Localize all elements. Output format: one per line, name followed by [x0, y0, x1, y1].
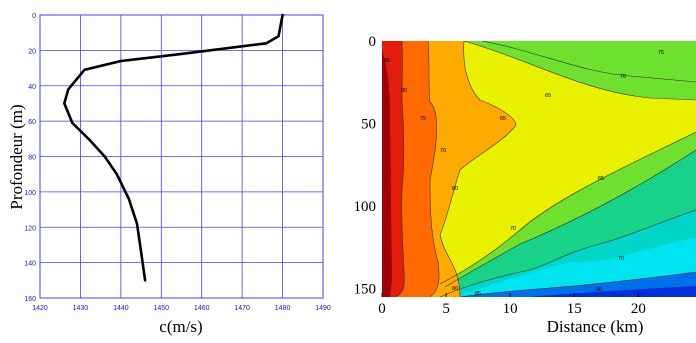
profile-x-tick-label: 1490 — [315, 305, 331, 312]
profile-x-tick-label: 1430 — [73, 305, 89, 312]
contour-label: 65 — [598, 176, 604, 182]
contour-label: 70 — [510, 226, 516, 232]
contour-y-tick-label: 50 — [361, 117, 376, 133]
contour-x-tick-label: 20 — [631, 301, 646, 317]
profile-x-tick-label: 1460 — [194, 305, 210, 312]
profile-y-tick-label: 120 — [24, 225, 36, 232]
contour-label: 75 — [420, 116, 426, 122]
contour-y-tick-label: 150 — [354, 282, 377, 298]
profile-x-tick-label: 1480 — [275, 305, 291, 312]
contour-x-tick-label: 10 — [503, 301, 518, 317]
contour-y-tick-label: 100 — [354, 199, 377, 215]
contour-label: 65 — [500, 116, 506, 122]
contour-label: 60 — [452, 186, 458, 192]
contour-x-tick-label: 15 — [567, 301, 582, 317]
contour-label: 80 — [452, 286, 458, 292]
contour-chart: 85 80 75 70 65 60 65 70 75 65 70 70 80 8… — [354, 34, 696, 336]
profile-y-axis-label: Profondeur (m) — [7, 104, 26, 209]
profile-y-tick-label: 100 — [24, 190, 36, 197]
profile-y-tick-label: 80 — [28, 155, 36, 162]
profile-y-tick-label: 20 — [28, 48, 36, 55]
contour-label: 85 — [384, 58, 390, 64]
contour-x-tick-label: 0 — [378, 301, 386, 317]
profile-x-tick-label: 1450 — [153, 305, 169, 312]
contour-label: 70 — [618, 256, 624, 262]
profile-y-tick-label: 160 — [24, 296, 36, 303]
contour-label: 70 — [440, 148, 446, 154]
contour-label: 70 — [620, 74, 626, 80]
profile-x-tick-label: 1420 — [32, 305, 48, 312]
profile-y-tick-label: 60 — [28, 119, 36, 126]
contour-x-tick-label: 5 — [442, 301, 450, 317]
profile-x-ticks: 1420 1430 1440 1450 1460 1470 1480 1490 — [32, 305, 331, 312]
profile-y-tick-label: 0 — [32, 13, 36, 20]
contour-label: 65 — [545, 93, 551, 99]
contour-label: 75 — [658, 50, 664, 56]
profile-chart: 1420 1430 1440 1450 1460 1470 1480 1490 0 20 40 60… — [7, 13, 331, 336]
profile-x-tick-label: 1470 — [234, 305, 250, 312]
contour-label: 80 — [401, 88, 407, 94]
contour-label: 85 — [475, 291, 481, 297]
profile-x-tick-label: 1440 — [113, 305, 129, 312]
profile-y-ticks: 0 20 40 60 80 100 120 140 160 — [24, 13, 36, 303]
profile-y-tick-label: 40 — [28, 84, 36, 91]
profile-y-tick-label: 140 — [24, 261, 36, 268]
contour-y-tick-label: 0 — [369, 34, 377, 50]
contour-x-axis-label: Distance (km) — [547, 317, 644, 336]
contour-y-ticks: 0 50 100 150 — [354, 34, 377, 298]
profile-x-axis-label: c(m/s) — [159, 317, 202, 336]
contour-label: 90 — [596, 287, 602, 293]
